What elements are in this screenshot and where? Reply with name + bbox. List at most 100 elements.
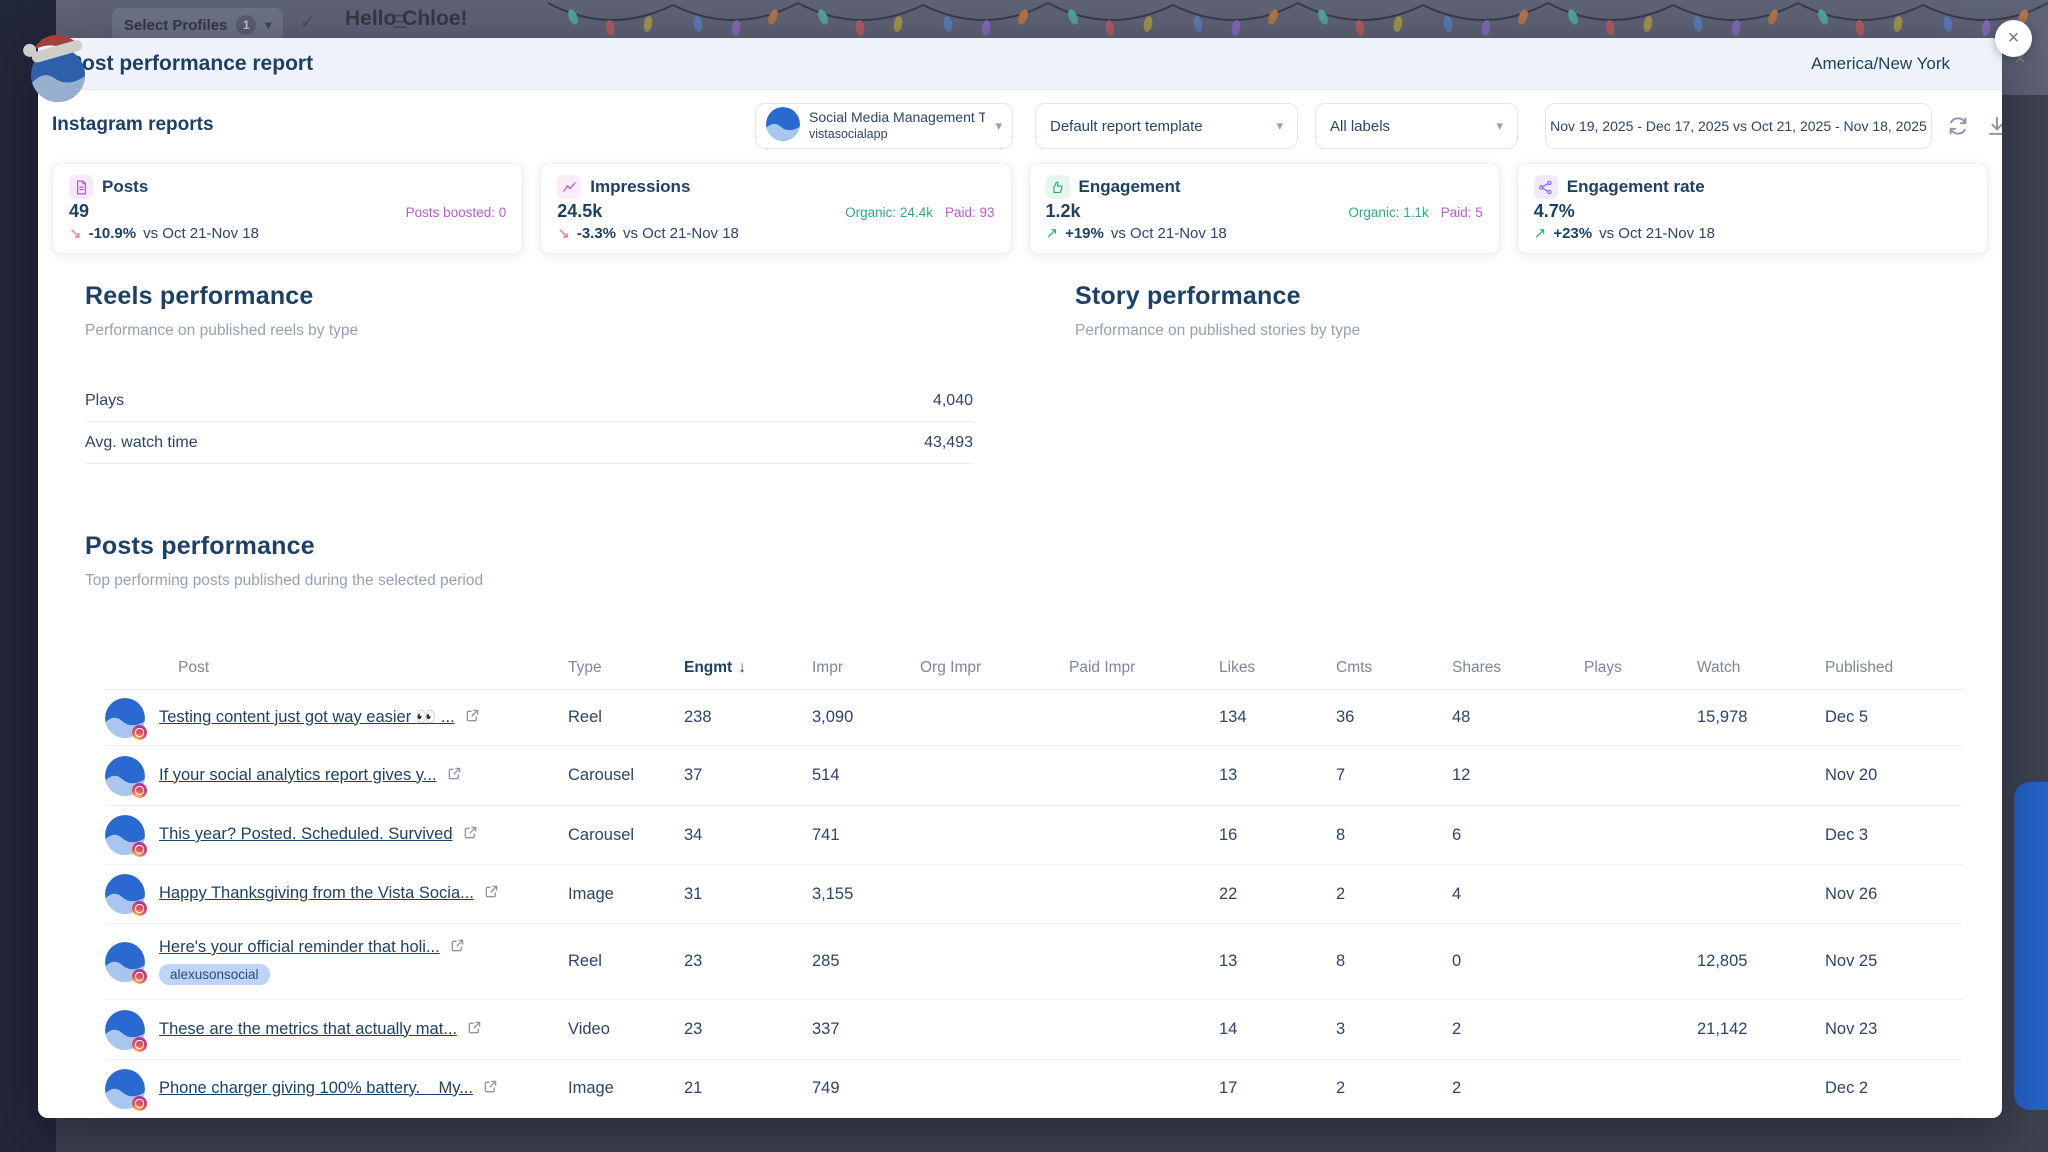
metric-extra: Posts boosted: 0 bbox=[406, 205, 507, 220]
cell-engmt: 34 bbox=[684, 826, 812, 845]
post-link[interactable]: This year? Posted. Scheduled. Survived bbox=[159, 825, 453, 843]
instagram-badge-icon bbox=[132, 1096, 147, 1111]
impressions-icon bbox=[557, 175, 581, 199]
download-icon[interactable] bbox=[1984, 113, 2002, 139]
metric-period: vs Oct 21-Nov 18 bbox=[623, 225, 739, 242]
trend-down-icon: ↘ bbox=[557, 224, 570, 242]
table-row: This year? Posted. Scheduled. Survived C… bbox=[105, 806, 1963, 865]
external-link-icon[interactable] bbox=[483, 1079, 498, 1099]
reels-metrics-list: Plays 4,040 Avg. watch time 43,493 bbox=[85, 380, 973, 464]
cell-cmts: 7 bbox=[1336, 766, 1452, 785]
post-performance-report-modal: Post performance report America/New York… bbox=[38, 38, 2002, 1118]
cell-type: Video bbox=[568, 1020, 684, 1039]
cell-watch: 21,142 bbox=[1697, 1020, 1825, 1039]
metric-card-engagement: Engagement 1.2k Organic: 1.1k Paid: 5 ↗ … bbox=[1029, 163, 1500, 254]
section-title-instagram-reports: Instagram reports bbox=[52, 114, 214, 136]
date-range-picker[interactable]: Nov 19, 2025 - Dec 17, 2025 vs Oct 21, 2… bbox=[1545, 103, 1932, 149]
instagram-badge-icon bbox=[132, 1037, 147, 1052]
trend-down-icon: ↘ bbox=[69, 224, 82, 242]
report-template-value: Default report template bbox=[1050, 118, 1203, 135]
engagement-rate-icon bbox=[1534, 175, 1558, 199]
profile-tag: alexusonsocial bbox=[159, 964, 270, 985]
metric-change: -10.9% bbox=[89, 225, 137, 242]
chevron-down-icon: ▾ bbox=[1496, 118, 1503, 134]
table-row: Here's your official reminder that holi.… bbox=[105, 924, 1963, 1000]
metric-change: -3.3% bbox=[577, 225, 616, 242]
external-link-icon[interactable] bbox=[465, 708, 480, 728]
cell-shares: 2 bbox=[1452, 1020, 1584, 1039]
report-template-select[interactable]: Default report template ▾ bbox=[1035, 103, 1298, 149]
post-link[interactable]: These are the metrics that actually mat.… bbox=[159, 1020, 457, 1038]
christmas-lights-garland bbox=[548, 0, 2048, 42]
profile-select-name: Social Media Management Tool bbox=[809, 109, 985, 126]
external-link-icon[interactable] bbox=[450, 938, 465, 958]
post-link[interactable]: Happy Thanksgiving from the Vista Socia.… bbox=[159, 884, 474, 902]
post-avatar bbox=[105, 874, 145, 914]
date-range-value: Nov 19, 2025 - Dec 17, 2025 vs Oct 21, 2… bbox=[1550, 118, 1927, 134]
chevron-down-icon: ▾ bbox=[265, 18, 271, 32]
trend-up-icon: ↗ bbox=[1534, 224, 1547, 242]
cell-engmt: 23 bbox=[684, 1020, 812, 1039]
column-header-published[interactable]: Published bbox=[1825, 659, 1963, 677]
cell-shares: 2 bbox=[1452, 1079, 1584, 1098]
profile-select-handle: vistasocialapp bbox=[809, 127, 888, 141]
metric-title: Engagement bbox=[1079, 177, 1181, 197]
column-header-likes[interactable]: Likes bbox=[1219, 659, 1336, 677]
post-avatar bbox=[105, 942, 145, 982]
post-link[interactable]: Phone charger giving 100% battery. My... bbox=[159, 1079, 473, 1097]
cell-likes: 134 bbox=[1219, 708, 1336, 727]
cell-likes: 13 bbox=[1219, 952, 1336, 971]
column-header-plays[interactable]: Plays bbox=[1584, 659, 1697, 677]
cell-cmts: 8 bbox=[1336, 952, 1452, 971]
external-link-icon[interactable] bbox=[447, 766, 462, 786]
column-header-watch[interactable]: Watch bbox=[1697, 659, 1825, 677]
list-item: Avg. watch time 43,493 bbox=[85, 422, 973, 464]
cell-engmt: 21 bbox=[684, 1079, 812, 1098]
column-header-org-impr[interactable]: Org Impr bbox=[920, 659, 1069, 677]
cell-engmt: 23 bbox=[684, 952, 812, 971]
cell-likes: 22 bbox=[1219, 885, 1336, 904]
external-link-icon[interactable] bbox=[467, 1020, 482, 1040]
column-header-post[interactable]: Post bbox=[105, 659, 568, 677]
cell-cmts: 2 bbox=[1336, 885, 1452, 904]
cell-likes: 14 bbox=[1219, 1020, 1336, 1039]
cell-shares: 48 bbox=[1452, 708, 1584, 727]
labels-select[interactable]: All labels ▾ bbox=[1315, 103, 1518, 149]
table-row: Testing content just got way easier 👀 ..… bbox=[105, 690, 1963, 746]
instagram-badge-icon bbox=[132, 901, 147, 916]
column-header-shares[interactable]: Shares bbox=[1452, 659, 1584, 677]
profile-select-avatar bbox=[766, 107, 800, 146]
metric-value: 49 bbox=[69, 201, 89, 222]
close-button[interactable]: × bbox=[1995, 20, 2032, 57]
external-link-icon[interactable] bbox=[484, 884, 499, 904]
cell-cmts: 8 bbox=[1336, 826, 1452, 845]
reels-performance-subtitle: Performance on published reels by type bbox=[85, 322, 358, 340]
select-profiles-label: Select Profiles bbox=[124, 17, 227, 34]
column-header-engmt[interactable]: Engmt ↓ bbox=[684, 659, 812, 677]
profile-select[interactable]: Social Media Management Tool vistasocial… bbox=[755, 103, 1013, 149]
cell-impr: 514 bbox=[812, 766, 920, 785]
post-avatar bbox=[105, 815, 145, 855]
metric-extra: Paid: 93 bbox=[945, 205, 995, 220]
post-link[interactable]: If your social analytics report gives y.… bbox=[159, 766, 437, 784]
post-avatar bbox=[105, 698, 145, 738]
column-header-cmts[interactable]: Cmts bbox=[1336, 659, 1452, 677]
metric-extra: Paid: 5 bbox=[1441, 205, 1483, 220]
external-link-icon[interactable] bbox=[463, 825, 478, 845]
column-header-type[interactable]: Type bbox=[568, 659, 684, 677]
instagram-badge-icon bbox=[132, 783, 147, 798]
column-header-impr[interactable]: Impr bbox=[812, 659, 920, 677]
metric-value: 1.2k bbox=[1046, 201, 1081, 222]
cell-watch: 15,978 bbox=[1697, 708, 1825, 727]
reels-performance-title: Reels performance bbox=[85, 282, 358, 311]
cell-cmts: 36 bbox=[1336, 708, 1452, 727]
refresh-icon[interactable] bbox=[1945, 113, 1971, 139]
modal-title: Post performance report bbox=[68, 52, 313, 76]
post-link[interactable]: Here's your official reminder that holi.… bbox=[159, 938, 440, 956]
side-widget-tab[interactable] bbox=[2014, 782, 2048, 1110]
column-header-paid-impr[interactable]: Paid Impr bbox=[1069, 659, 1219, 677]
metric-label: Avg. watch time bbox=[85, 434, 198, 452]
post-link[interactable]: Testing content just got way easier 👀 ..… bbox=[159, 708, 455, 726]
metric-title: Impressions bbox=[590, 177, 690, 197]
metric-card-impressions: Impressions 24.5k Organic: 24.4k Paid: 9… bbox=[540, 163, 1011, 254]
